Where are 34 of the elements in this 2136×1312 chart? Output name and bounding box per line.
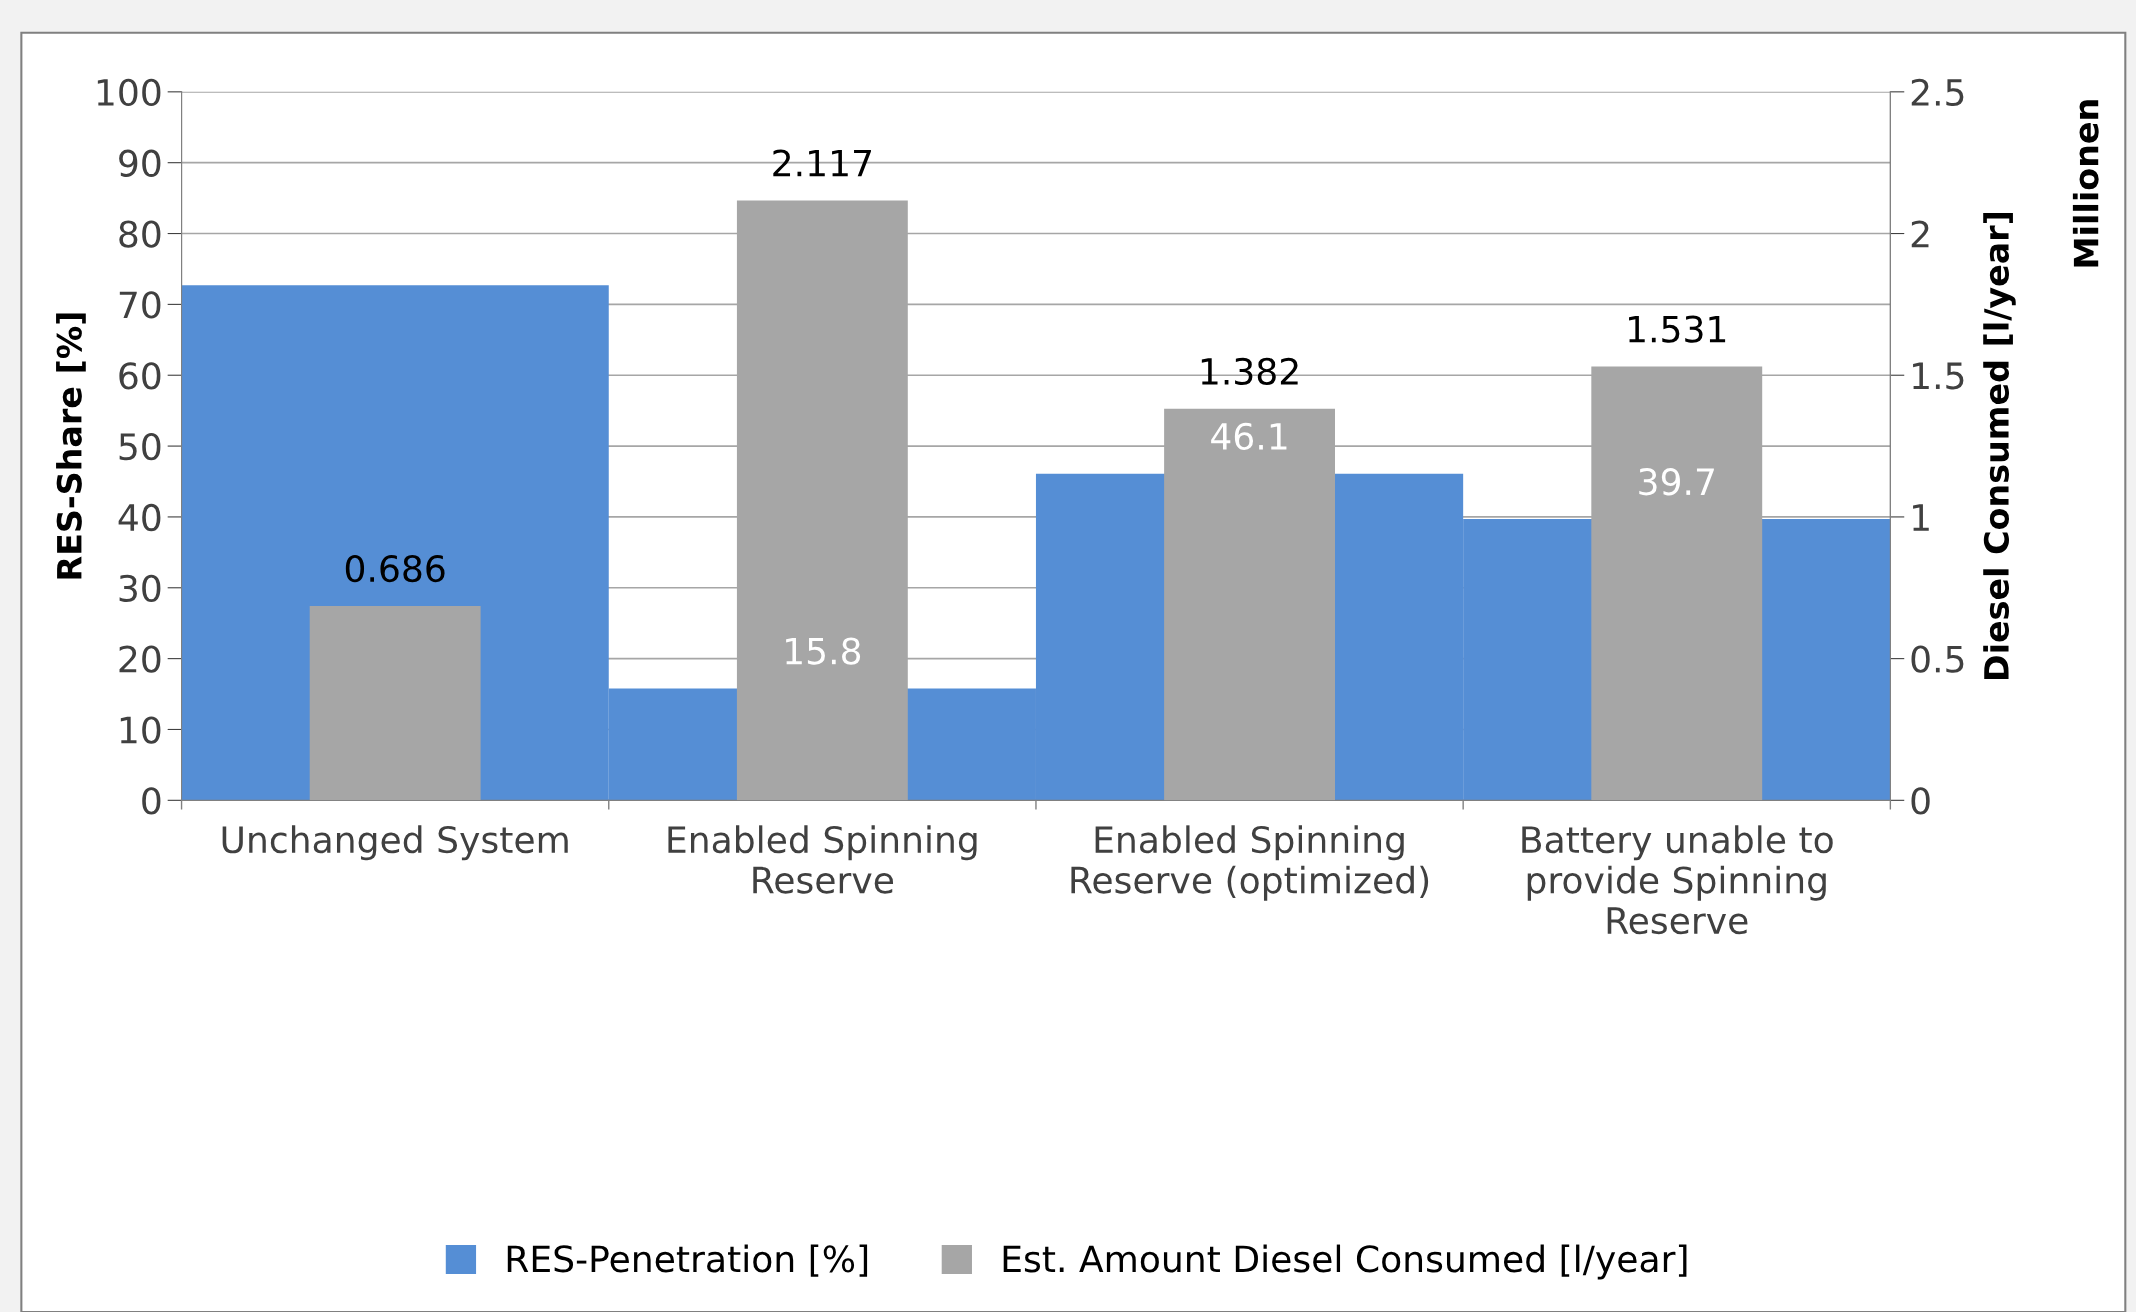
y-tick-label: 0 [142, 787, 161, 815]
data-label: 2.117 [773, 149, 871, 177]
x-tick-label: Enabled Spinning Reserve [668, 825, 977, 894]
text: Millionen [2072, 100, 2099, 267]
data-label: 46.1 [1211, 422, 1287, 451]
y-axis-title: RES-Share [%] [56, 313, 86, 579]
y2-tick-label: 2 [1911, 220, 1929, 248]
y2-tick-label: 0.5 [1911, 645, 1964, 673]
y-tick-label: 70 [119, 291, 161, 319]
y-tick-label: 20 [119, 645, 161, 673]
y-tick-label: 50 [119, 433, 161, 461]
y2-tick-label: 2.5 [1911, 78, 1964, 107]
y-tick-label: 60 [119, 362, 161, 390]
data-label: 15.8 [786, 637, 861, 665]
data-label: 1.531 [1629, 315, 1726, 343]
x-tick-label: Unchanged System [222, 825, 568, 861]
x-tick-label: Battery unable to provide Spinning Reserve [1522, 825, 1833, 935]
data-label: 1.382 [1201, 357, 1298, 386]
y-tick-label: 10 [120, 716, 161, 744]
legend-label: Est. Amount Diesel Consumed [l/year] [1003, 1244, 1687, 1280]
y-tick-label: 100 [97, 78, 161, 107]
y2-tick-label: 1 [1913, 504, 1929, 531]
y2-axis-title: Diesel Consumed [l/year] [1983, 212, 2016, 680]
y2-tick-label: 1.5 [1913, 362, 1964, 390]
y-tick-label: 40 [118, 503, 161, 532]
data-label: 39.7 [1639, 468, 1714, 496]
y-tick-label: 90 [119, 149, 161, 177]
y2-tick-label: 0 [1911, 787, 1930, 815]
bar [309, 605, 481, 801]
y-tick-label: 80 [119, 220, 161, 248]
y-tick-label: 30 [119, 574, 161, 603]
legend-label: RES-Penetration [%] [507, 1244, 868, 1277]
x-tick-label: Enabled Spinning Reserve (optimized) [1071, 825, 1429, 901]
data-label: 0.686 [345, 554, 445, 583]
